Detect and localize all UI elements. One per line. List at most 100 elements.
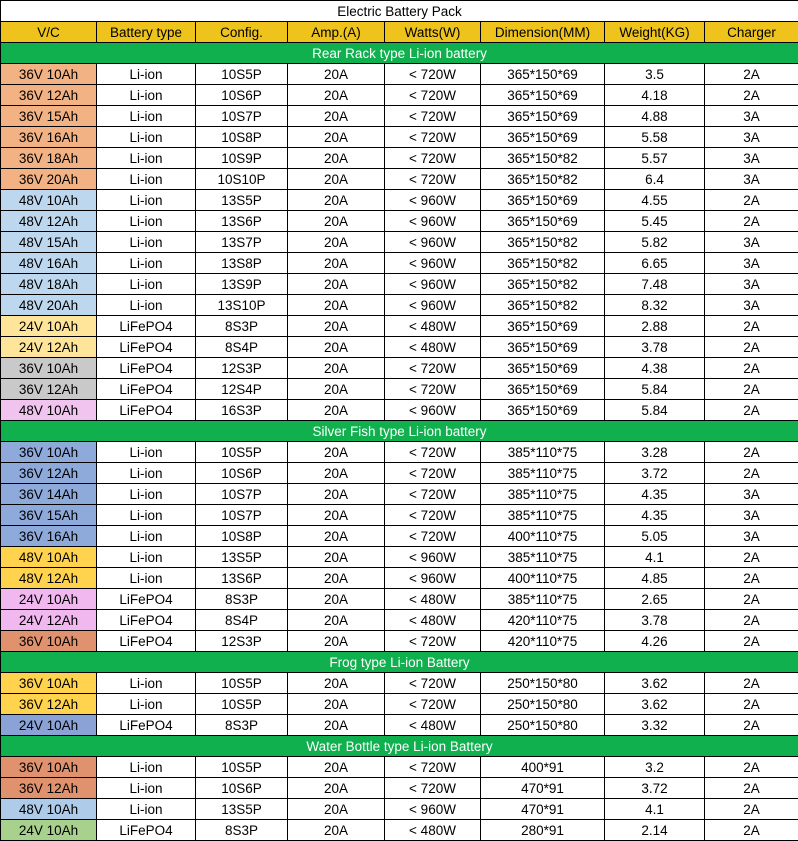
battery-type-cell: LiFePO4: [96, 357, 196, 379]
watts-cell: < 960W: [384, 273, 481, 295]
dimension-cell: 365*150*69: [480, 399, 605, 421]
vc-cell: 36V 10Ah: [0, 630, 97, 652]
battery-type-cell: LiFePO4: [96, 630, 196, 652]
title-row: Electric Battery Pack: [0, 0, 798, 22]
charger-cell: 2A: [703, 441, 798, 463]
table-row: 48V 10Ah Li-ion 13S5P 20A < 960W 365*150*69 4.…: [0, 189, 798, 211]
config-cell: 8S3P: [195, 819, 288, 841]
table-row: 48V 20Ah Li-ion 13S10P 20A < 960W 365*150*82 8…: [0, 294, 798, 316]
weight-cell: 5.05: [604, 525, 705, 547]
config-cell: 10S6P: [195, 777, 288, 799]
amp-cell: 20A: [287, 63, 385, 85]
amp-cell: 20A: [287, 483, 385, 505]
watts-cell: < 480W: [384, 819, 481, 841]
table-row: 36V 10Ah Li-ion 10S5P 20A < 720W 385*110*75 3.…: [0, 441, 798, 463]
charger-cell: 3A: [703, 105, 798, 127]
section-header: Frog type Li-ion Battery: [0, 651, 798, 673]
battery-type-cell: LiFePO4: [96, 399, 196, 421]
watts-cell: < 960W: [384, 294, 481, 316]
amp-cell: 20A: [287, 315, 385, 337]
column-header-row: V/C Battery type Config. Amp.(A) Watts(W…: [0, 21, 798, 43]
dimension-cell: 365*150*82: [480, 294, 605, 316]
watts-cell: < 480W: [384, 315, 481, 337]
battery-type-cell: LiFePO4: [96, 588, 196, 610]
watts-cell: < 720W: [384, 483, 481, 505]
battery-type-cell: Li-ion: [96, 441, 196, 463]
battery-type-cell: Li-ion: [96, 525, 196, 547]
dimension-cell: 385*110*75: [480, 441, 605, 463]
watts-cell: < 960W: [384, 399, 481, 421]
charger-cell: 2A: [703, 756, 798, 778]
dimension-cell: 250*150*80: [480, 693, 605, 715]
weight-cell: 6.4: [604, 168, 705, 190]
amp-cell: 20A: [287, 525, 385, 547]
column-header-amp: Amp.(A): [287, 21, 385, 43]
dimension-cell: 365*150*69: [480, 210, 605, 232]
amp-cell: 20A: [287, 798, 385, 820]
dimension-cell: 280*91: [480, 819, 605, 841]
weight-cell: 4.35: [604, 483, 705, 505]
vc-cell: 36V 15Ah: [0, 105, 97, 127]
table-row: 36V 20Ah Li-ion 10S10P 20A < 720W 365*150*82 6…: [0, 168, 798, 190]
charger-cell: 3A: [703, 483, 798, 505]
config-cell: 10S6P: [195, 84, 288, 106]
battery-type-cell: Li-ion: [96, 756, 196, 778]
amp-cell: 20A: [287, 168, 385, 190]
battery-type-cell: Li-ion: [96, 189, 196, 211]
config-cell: 10S7P: [195, 483, 288, 505]
table-row: 36V 12Ah LiFePO4 12S4P 20A < 720W 365*150*69 5…: [0, 378, 798, 400]
charger-cell: 2A: [703, 588, 798, 610]
table-row: 36V 16Ah Li-ion 10S8P 20A < 720W 400*110*75 5.…: [0, 525, 798, 547]
amp-cell: 20A: [287, 378, 385, 400]
dimension-cell: 365*150*82: [480, 168, 605, 190]
vc-cell: 48V 10Ah: [0, 546, 97, 568]
table-row: 36V 14Ah Li-ion 10S7P 20A < 720W 385*110*75 4.…: [0, 483, 798, 505]
config-cell: 13S7P: [195, 231, 288, 253]
amp-cell: 20A: [287, 189, 385, 211]
dimension-cell: 365*150*82: [480, 252, 605, 274]
config-cell: 13S5P: [195, 546, 288, 568]
battery-type-cell: Li-ion: [96, 294, 196, 316]
dimension-cell: 365*150*69: [480, 84, 605, 106]
dimension-cell: 365*150*82: [480, 273, 605, 295]
dimension-cell: 365*150*69: [480, 357, 605, 379]
config-cell: 13S8P: [195, 252, 288, 274]
column-header-watts: Watts(W): [384, 21, 481, 43]
table-row: 36V 10Ah Li-ion 10S5P 20A < 720W 365*150*69 3.…: [0, 63, 798, 85]
battery-type-cell: Li-ion: [96, 231, 196, 253]
config-cell: 13S6P: [195, 567, 288, 589]
battery-type-cell: Li-ion: [96, 105, 196, 127]
battery-type-cell: LiFePO4: [96, 378, 196, 400]
table-row: 36V 10Ah LiFePO4 12S3P 20A < 720W 365*150*69 4…: [0, 357, 798, 379]
charger-cell: 2A: [703, 630, 798, 652]
charger-cell: 2A: [703, 546, 798, 568]
dimension-cell: 470*91: [480, 798, 605, 820]
weight-cell: 4.88: [604, 105, 705, 127]
config-cell: 13S9P: [195, 273, 288, 295]
weight-cell: 5.57: [604, 147, 705, 169]
watts-cell: < 960W: [384, 231, 481, 253]
config-cell: 10S9P: [195, 147, 288, 169]
config-cell: 10S6P: [195, 462, 288, 484]
weight-cell: 3.62: [604, 693, 705, 715]
charger-cell: 3A: [703, 231, 798, 253]
table-row: 36V 10Ah Li-ion 10S5P 20A < 720W 250*150*80 3.…: [0, 672, 798, 694]
dimension-cell: 365*150*69: [480, 105, 605, 127]
dimension-cell: 420*110*75: [480, 630, 605, 652]
amp-cell: 20A: [287, 693, 385, 715]
config-cell: 8S3P: [195, 588, 288, 610]
weight-cell: 3.78: [604, 336, 705, 358]
vc-cell: 36V 10Ah: [0, 63, 97, 85]
battery-type-cell: Li-ion: [96, 84, 196, 106]
battery-type-cell: Li-ion: [96, 273, 196, 295]
watts-cell: < 480W: [384, 588, 481, 610]
charger-cell: 2A: [703, 672, 798, 694]
amp-cell: 20A: [287, 441, 385, 463]
watts-cell: < 720W: [384, 441, 481, 463]
weight-cell: 3.72: [604, 462, 705, 484]
weight-cell: 3.72: [604, 777, 705, 799]
weight-cell: 4.26: [604, 630, 705, 652]
charger-cell: 3A: [703, 504, 798, 526]
table-row: 48V 16Ah Li-ion 13S8P 20A < 960W 365*150*82 6.…: [0, 252, 798, 274]
